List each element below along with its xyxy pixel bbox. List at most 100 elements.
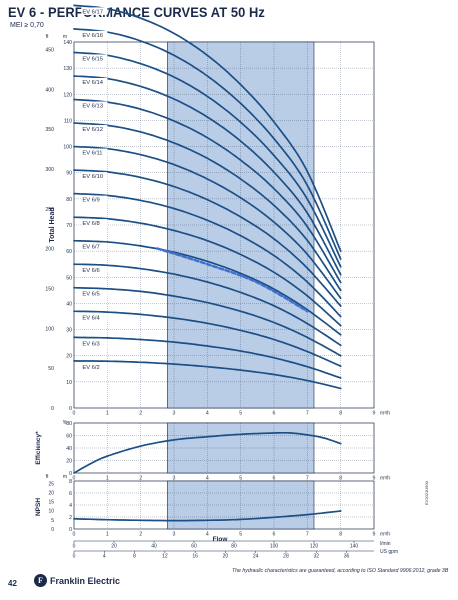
npsh-y-tick-label: 0 [69,527,72,533]
curve-label-bg [81,148,108,157]
eff-x-tick-label: 1 [106,476,109,482]
head-x-tick-label: 9 [373,411,376,417]
head-x-tick-label: 7 [306,411,309,417]
head-y-tick-label: 110 [64,118,72,124]
curve-label-bg [81,125,108,133]
curve-label: EV 6/2 [81,362,108,371]
gpm-tick-label: 32 [313,554,319,560]
gpm-tick-label: 36 [344,554,350,560]
curve-label-text: EV 6/5 [82,292,99,298]
curve-label-text: EV 6/12 [82,127,103,133]
curve-label-bg [81,289,108,298]
brand-logo: F Franklin Electric [34,574,120,587]
head-curve-617 [73,4,342,252]
franklin-logo-icon: F [34,574,47,587]
curve-label-text: EV 6/6 [82,268,99,274]
curve-label-text: EV 6/15 [82,56,103,62]
lmin-tick-label: 60 [191,544,197,550]
gpm-tick-label: 20 [223,554,229,560]
head-x-tick-label: 3 [173,411,176,417]
curve-label: EV 6/8 [81,219,108,227]
npsh-x-tick-label: 0 [73,532,76,538]
best-efficiency-line [156,247,309,313]
lmin-tick-label: 80 [231,544,237,550]
head-x-tick-label: 1 [106,411,109,417]
gpm-tick-label: 16 [192,554,198,560]
head-x-tick-label: 0 [73,411,76,417]
head-y-tick-label: 0 [69,406,72,412]
head-y-tick-label: 120 [63,92,72,98]
curve-label-bg [81,266,108,274]
gpm-tick-label: 0 [73,554,76,560]
curve-label-text: EV 6/8 [82,221,99,227]
gpm-tick-label: 12 [162,554,168,560]
curve-label-text: EV 6/13 [82,104,103,110]
gpm-tick-label: 8 [133,554,136,560]
head-m-unit: m [63,34,67,40]
curve-label-bg [81,313,108,321]
npsh-y-tick-label: 4 [69,503,72,509]
head-curve-616 [73,28,342,260]
eff-x-tick-label: 3 [173,476,176,482]
npsh-x-tick-label: 7 [306,532,309,538]
curve-label-bg [81,101,108,110]
npsh-axis-label: NPSH [35,498,42,516]
eff-x-tick-label: 4 [206,476,209,482]
npsh-x-tick-label: 1 [106,532,109,538]
npsh-curve [73,510,342,522]
curve-label-text: EV 6/2 [82,365,99,371]
npsh-y-tick-label: 2 [69,515,72,521]
footnote: The hydraulic characteristics are guaran… [232,568,449,574]
head-ft-tick-label: 400 [45,87,54,93]
head-ft-tick-label: 350 [45,127,54,133]
head-curve-611 [73,145,342,300]
head-x-tick-label: 6 [273,411,276,417]
head-x-tick-label: 5 [239,411,242,417]
curve-label-bg [81,30,108,39]
npsh-x-tick-label: 4 [206,532,209,538]
npsh-x-tick-label: 3 [173,532,176,538]
eff-axis-label: Efficiency* [35,431,42,465]
npsh-x-tick-label: 9 [373,532,376,538]
head-y-tick-label: 100 [63,145,72,151]
head-ft-tick-label: 300 [45,167,54,173]
head-y-tick-label: 30 [66,328,72,334]
lmin-tick-label: 100 [270,544,279,550]
head-y-tick-label: 90 [66,171,72,177]
eff-y-tick-label: 20 [66,459,72,465]
curve-label: EV 6/14 [81,77,108,86]
flow-axis-label: Flow [213,536,229,543]
lmin-tick-label: 120 [310,544,319,550]
npsh-ft-tick-label: 0 [51,527,54,533]
eff-x-unit: m³/h [380,476,390,482]
head-y-tick-label: 60 [66,249,72,255]
npsh-x-unit: m³/h [380,532,390,538]
page-number: 42 [8,579,17,588]
head-curve-63 [73,336,342,379]
head-y-tick-label: 50 [66,275,72,281]
eff-x-tick-label: 9 [373,476,376,482]
npsh-ft-tick-label: 15 [48,500,54,506]
curve-label-bg [81,172,108,180]
npsh-x-tick-label: 8 [339,532,342,538]
eff-x-tick-label: 6 [273,476,276,482]
document-code: EV2021U500 [424,481,429,505]
head-curve-68 [73,216,342,327]
curve-label: EV 6/9 [81,195,108,204]
head-curve-69 [73,192,342,318]
curve-label-text: EV 6/4 [82,315,100,321]
eff-x-tick-label: 5 [239,476,242,482]
head-x-tick-label: 8 [339,411,342,417]
eff-x-tick-label: 0 [73,476,76,482]
lmin-tick-label: 0 [73,544,76,550]
head-y-tick-label: 20 [66,354,72,360]
head-curve-65 [73,286,342,357]
eff-x-tick-label: 2 [139,476,142,482]
npsh-ft-tick-label: 25 [48,481,54,487]
head-axis-label: Total Head [49,207,56,242]
head-y-tick-label: 40 [66,301,72,307]
brand-name: Franklin Electric [50,575,121,586]
head-ft-tick-label: 50 [48,366,54,372]
curve-label-text: EV 6/3 [82,341,99,347]
